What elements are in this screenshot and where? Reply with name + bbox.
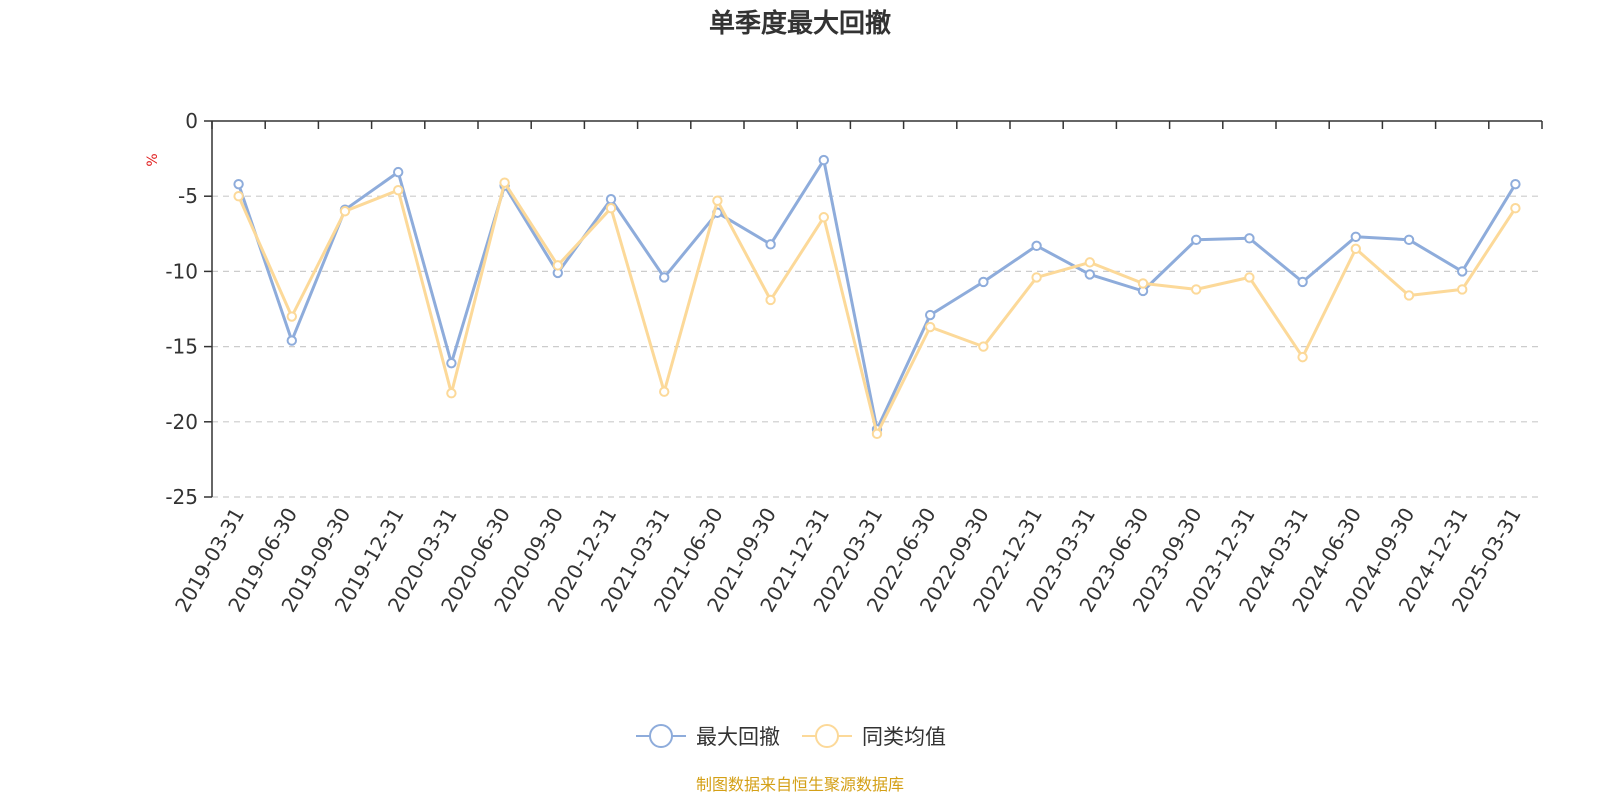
- series-line: [237, 158, 1517, 431]
- data-point: [1084, 269, 1096, 280]
- data-point: [1350, 243, 1362, 255]
- data-point: [1510, 203, 1521, 214]
- data-point: [1137, 278, 1149, 289]
- legend-marker: [649, 724, 673, 748]
- y-tick-label: -5: [178, 184, 198, 208]
- data-point: [552, 260, 563, 271]
- data-point: [1403, 234, 1415, 246]
- data-point: [233, 191, 244, 202]
- legend-label: 同类均值: [862, 725, 946, 749]
- data-point: [1297, 351, 1308, 363]
- chart-title: 单季度最大回撤: [709, 8, 891, 39]
- y-tick-label: -25: [165, 485, 198, 509]
- data-point: [765, 239, 776, 250]
- data-point: [1244, 272, 1255, 283]
- data-point: [286, 335, 297, 346]
- data-point: [1510, 178, 1521, 190]
- axes: 0-5-10-15-20-252019-03-312019-06-302019-…: [165, 109, 1543, 616]
- data-point: [1191, 234, 1202, 246]
- data-point: [605, 194, 617, 205]
- data-point: [659, 386, 670, 397]
- data-point: [1031, 240, 1042, 252]
- data-point: [393, 184, 404, 196]
- data-point: [286, 311, 297, 322]
- data-point: [712, 195, 723, 206]
- y-tick-label: -10: [165, 259, 198, 283]
- data-point: [1084, 257, 1096, 268]
- data-point: [339, 206, 351, 217]
- data-point: [446, 388, 457, 399]
- data-point: [1191, 284, 1202, 295]
- data-point: [1457, 284, 1468, 295]
- legend[interactable]: 最大回撤 同类均值: [636, 724, 946, 749]
- y-axis-unit-label: %: [145, 153, 161, 166]
- y-tick-label: -20: [165, 410, 198, 434]
- data-point: [871, 428, 883, 440]
- data-point: [659, 272, 670, 283]
- data-point: [1350, 231, 1362, 243]
- data-point: [978, 341, 989, 352]
- data-point: [765, 294, 776, 306]
- data-point: [978, 276, 989, 288]
- data-point: [1403, 290, 1415, 301]
- series-lines: [233, 154, 1521, 440]
- source-note: 制图数据来自恒生聚源数据库: [696, 775, 904, 794]
- data-point: [1297, 276, 1308, 288]
- y-tick-label: -15: [165, 335, 198, 359]
- data-point: [1457, 266, 1468, 277]
- data-point: [925, 321, 936, 333]
- y-tick-label: 0: [185, 109, 198, 133]
- data-point: [233, 178, 244, 190]
- data-point: [446, 357, 457, 369]
- legend-marker: [815, 724, 839, 748]
- data-point: [818, 212, 829, 223]
- data-point: [393, 166, 404, 178]
- data-point: [605, 203, 617, 214]
- data-point: [818, 154, 829, 166]
- data-point: [1244, 233, 1255, 244]
- legend-label: 最大回撤: [696, 725, 780, 749]
- data-point: [1031, 272, 1042, 283]
- data-point: [925, 309, 936, 321]
- series-line: [237, 181, 1517, 436]
- data-point: [499, 177, 510, 188]
